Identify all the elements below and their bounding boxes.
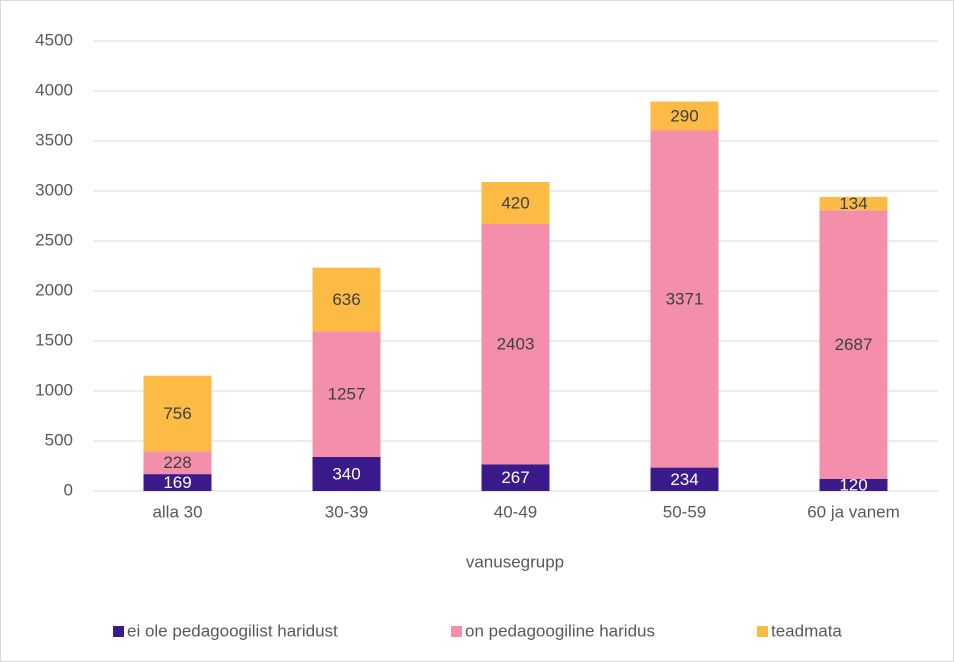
data-label: 1257: [328, 385, 366, 404]
data-label: 756: [163, 404, 191, 423]
legend-swatch: [451, 626, 462, 637]
data-label: 2687: [835, 335, 873, 354]
data-label: 290: [670, 106, 698, 125]
y-tick-label: 2500: [35, 230, 73, 249]
bar-segment: [650, 101, 719, 131]
data-label: 234: [670, 470, 698, 489]
bar-segment: [819, 210, 888, 480]
data-label: 134: [839, 194, 867, 213]
bar-segment: [481, 224, 550, 465]
legend-swatch: [113, 626, 124, 637]
data-label: 2403: [497, 335, 535, 354]
x-tick-label: alla 30: [152, 502, 202, 521]
data-label: 120: [839, 475, 867, 494]
data-label: 169: [163, 473, 191, 492]
bar-segment: [481, 182, 550, 224]
legend-label: teadmata: [771, 621, 842, 640]
bar-segment: [819, 196, 888, 211]
data-label: 3371: [666, 290, 704, 309]
x-tick-label: 30-39: [325, 502, 368, 521]
x-tick-label: 60 ja vanem: [807, 502, 900, 521]
data-label: 636: [332, 290, 360, 309]
bar-segment: [650, 467, 719, 491]
bar-segment: [312, 457, 381, 491]
y-tick-label: 3500: [35, 130, 73, 149]
y-tick-label: 2000: [35, 280, 73, 299]
legend-label: ei ole pedagoogilist haridust: [127, 621, 338, 640]
bar-segment: [312, 331, 381, 457]
bar-segment: [819, 479, 888, 491]
x-tick-label: 40-49: [494, 502, 537, 521]
y-tick-label: 4500: [35, 30, 73, 49]
legend-label: on pedagoogiline haridus: [465, 621, 655, 640]
y-tick-label: 1500: [35, 330, 73, 349]
bar-segment: [143, 474, 212, 491]
x-tick-label: 50-59: [663, 502, 706, 521]
y-tick-label: 500: [45, 430, 73, 449]
y-tick-label: 1000: [35, 380, 73, 399]
y-tick-label: 3000: [35, 180, 73, 199]
data-label: 340: [332, 464, 360, 483]
bar-segment: [312, 267, 381, 332]
data-label: 267: [501, 468, 529, 487]
y-tick-label: 0: [64, 480, 73, 499]
legend-swatch: [757, 626, 768, 637]
data-label: 420: [501, 193, 529, 212]
bar-segment: [650, 130, 719, 468]
y-tick-label: 4000: [35, 80, 73, 99]
bar-segment: [143, 375, 212, 452]
data-label: 228: [163, 453, 191, 472]
bar-segment: [143, 451, 212, 475]
x-axis-title: vanusegrupp: [466, 552, 564, 571]
bar-segment: [481, 464, 550, 491]
